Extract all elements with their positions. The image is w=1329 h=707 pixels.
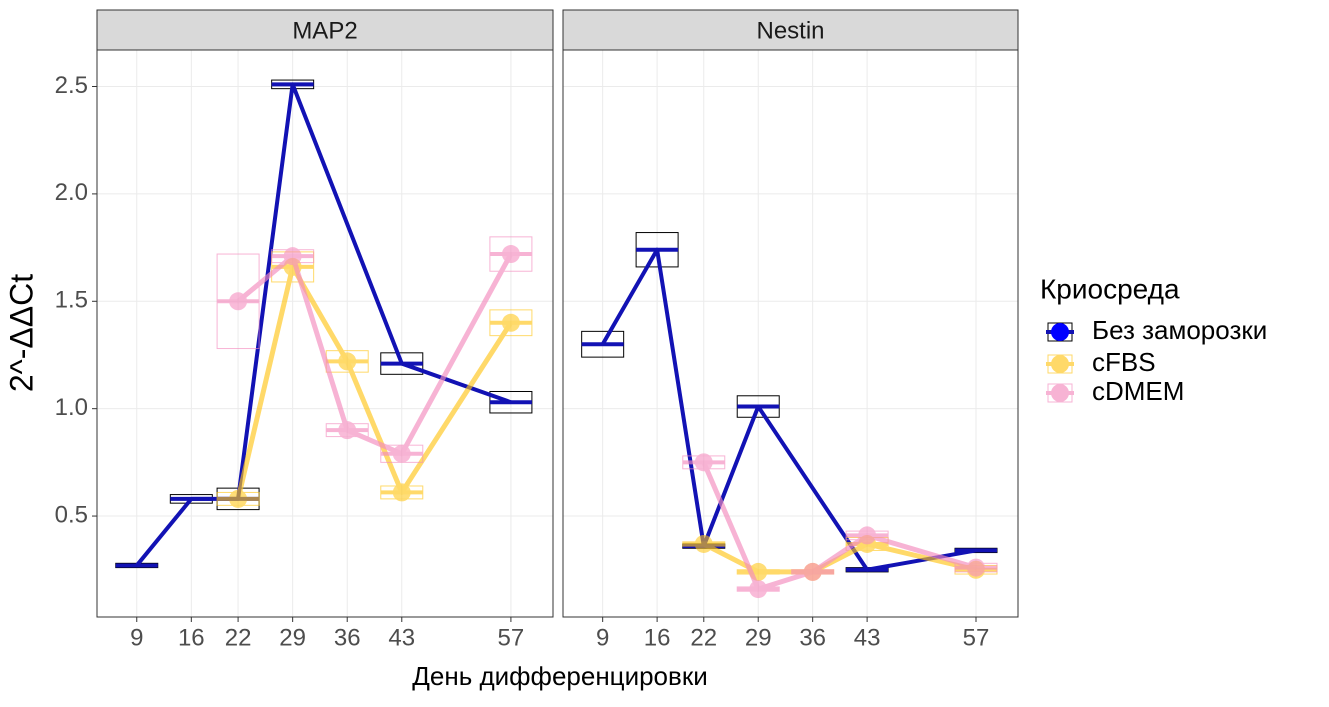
x-tick-label: 29 xyxy=(279,624,306,651)
series-line xyxy=(600,247,977,572)
x-tick-label: 36 xyxy=(334,624,361,651)
x-tick-label: 22 xyxy=(690,624,717,651)
series-line xyxy=(135,82,512,567)
series xyxy=(115,79,533,569)
x-tick-label: 9 xyxy=(130,624,143,651)
x-tick-label: 43 xyxy=(854,624,881,651)
y-tick-label: 2.5 xyxy=(55,72,88,99)
data-point xyxy=(501,245,520,264)
data-point xyxy=(283,247,302,266)
series xyxy=(581,232,998,573)
panel-border xyxy=(562,49,1019,618)
x-tick-label: 43 xyxy=(388,624,415,651)
legend-entry xyxy=(1046,322,1074,342)
y-tick-label: 2.0 xyxy=(55,179,88,206)
x-tick-label: 22 xyxy=(225,624,252,651)
legend-title: Криосреда xyxy=(1040,273,1180,304)
data-point xyxy=(392,444,411,463)
legend-label: cDMEM xyxy=(1092,376,1184,406)
data-point xyxy=(967,558,985,577)
legend-key-point xyxy=(1051,355,1069,373)
y-tick-label: 1.5 xyxy=(55,287,88,314)
legend-key-point xyxy=(1051,323,1069,341)
data-point xyxy=(749,580,768,599)
x-tick-label: 57 xyxy=(963,624,990,651)
x-tick-label: 9 xyxy=(596,624,609,651)
facet-strip xyxy=(562,9,1019,51)
data-point xyxy=(694,453,713,472)
legend-label: cFBS xyxy=(1092,347,1156,377)
y-tick-label: 0.5 xyxy=(55,501,88,528)
facet-title: Nestin xyxy=(756,17,824,44)
data-point xyxy=(501,313,520,332)
facet-title: MAP2 xyxy=(292,17,357,44)
x-tick-label: 57 xyxy=(498,624,525,651)
series xyxy=(216,251,533,508)
x-axis-label: День дифференцировки xyxy=(412,661,707,691)
x-tick-label: 36 xyxy=(799,624,826,651)
panel-border xyxy=(96,49,554,618)
legend-entry xyxy=(1046,383,1074,403)
data-point xyxy=(338,421,357,440)
legend-entry xyxy=(1046,354,1074,374)
panel-background xyxy=(563,50,1018,617)
x-tick-label: 16 xyxy=(178,624,205,651)
x-tick-label: 16 xyxy=(644,624,671,651)
facet-strip xyxy=(96,9,554,51)
x-tick-label: 29 xyxy=(745,624,772,651)
data-point xyxy=(229,489,248,508)
data-point xyxy=(229,292,248,311)
data-point xyxy=(858,526,877,545)
data-point xyxy=(694,534,713,553)
legend-label: Без заморозки xyxy=(1092,315,1267,345)
series xyxy=(682,453,998,599)
data-point xyxy=(803,562,822,581)
series xyxy=(216,236,533,463)
data-point xyxy=(338,352,357,371)
y-tick-label: 1.0 xyxy=(55,394,88,421)
data-point xyxy=(392,483,411,502)
legend-key-point xyxy=(1051,384,1069,402)
y-axis-label: 2^-ΔΔCt xyxy=(3,274,39,392)
